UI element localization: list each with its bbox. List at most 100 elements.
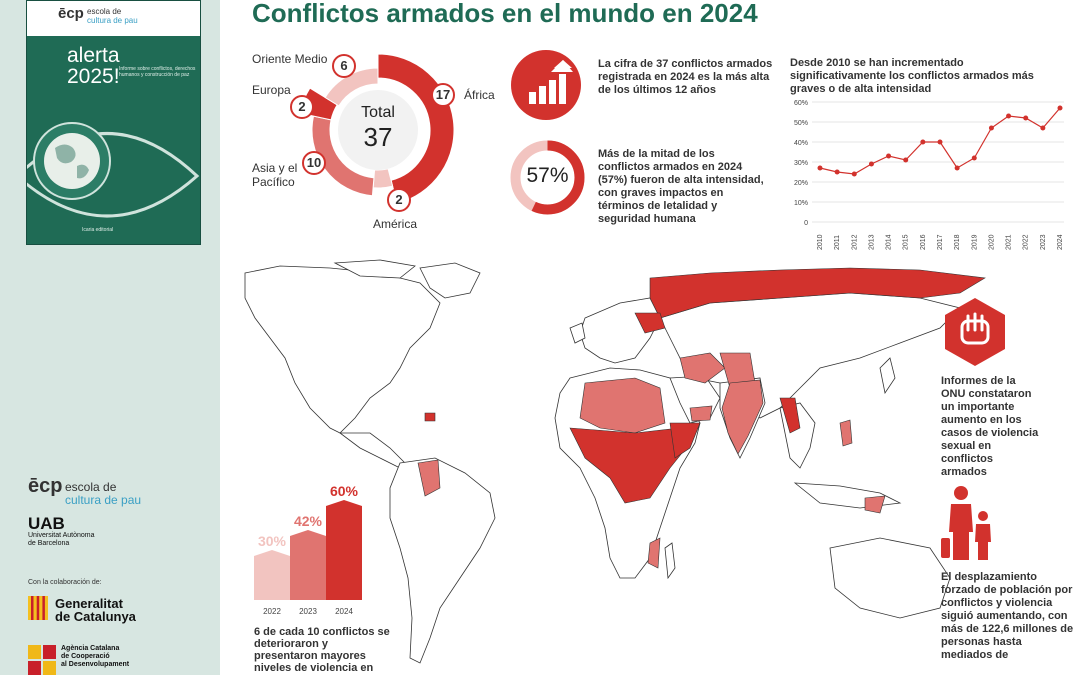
x-tick-label: 2016 — [920, 234, 927, 250]
report-cover[interactable]: ēcp escola de cultura de pau alerta 2025… — [26, 0, 201, 245]
cover-title: alerta 2025! — [27, 45, 200, 87]
country-ukraine — [634, 312, 666, 334]
value-oriente-medio: 6 — [332, 54, 356, 78]
country-sahel — [579, 377, 666, 434]
eye-icon — [27, 122, 200, 218]
x-tick-label: 2013 — [868, 234, 875, 250]
country-myanmar — [779, 397, 801, 434]
country-russia — [649, 267, 986, 319]
y-tick-label: 50% — [794, 120, 808, 127]
cover-title-line2: 2025! — [67, 65, 120, 88]
un-report-text: Informes de la ONU constataron un import… — [941, 375, 1039, 478]
x-tick-label: 2011 — [834, 235, 841, 250]
conflict-countries — [417, 267, 986, 569]
country-middle-east — [679, 352, 726, 384]
value-asia: 10 — [302, 151, 326, 175]
cover-logo-line2: cultura de pau — [87, 16, 138, 25]
uab-logo: UAB — [28, 514, 65, 533]
page-title: Conflictos armados en el mundo en 2024 — [252, 0, 758, 28]
deterioration-text: 6 de cada 10 conflictos se deterioraron … — [254, 626, 390, 675]
x-tick-label: 2022 — [1023, 234, 1030, 250]
line-point — [971, 155, 977, 161]
x-tick-label: 2010 — [817, 234, 824, 250]
value-europa: 2 — [290, 95, 314, 119]
x-tick-label: 2021 — [1006, 234, 1013, 250]
label-europa: Europa — [252, 83, 291, 97]
country-central-africa — [569, 427, 691, 504]
uab-text: Universitat Autònoma de Barcelona — [28, 532, 95, 548]
y-tick-label: 60% — [794, 100, 808, 107]
line-point — [1040, 125, 1046, 131]
line-point — [886, 153, 892, 159]
x-tick-label: 2015 — [903, 234, 910, 250]
label-asia-pacifico: Asia y el Pacífico — [252, 161, 297, 189]
rising-bars-icon — [511, 50, 581, 120]
line-point — [834, 169, 840, 175]
bar-2024 — [326, 500, 362, 600]
collaboration-label: Con la colaboración de: — [28, 579, 102, 586]
value-africa: 17 — [431, 83, 455, 107]
line-point — [1023, 115, 1029, 121]
line-point — [920, 139, 926, 145]
conflicts-record-text: La cifra de 37 conflictos armados regist… — [598, 58, 773, 96]
y-tick-label: 10% — [794, 200, 808, 207]
world-conflict-map — [244, 259, 986, 664]
generalitat-text: Generalitat de Catalunya — [55, 597, 136, 623]
label-oriente-medio: Oriente Medio — [252, 52, 328, 66]
accd-text: Agència Catalana de Cooperació al Desenv… — [61, 645, 129, 669]
country-philippines — [839, 419, 853, 447]
ecp-line1: escola de — [65, 480, 117, 494]
x-tick-label: 2014 — [886, 234, 893, 250]
donut-slice-oriente-medio — [324, 67, 379, 107]
cover-logo-text: escola de cultura de pau — [87, 7, 138, 25]
country-horn-africa — [669, 422, 701, 459]
x-tick-label: 2020 — [988, 234, 995, 250]
line-chart-title: Desde 2010 se han incrementado significa… — [790, 57, 1034, 95]
line-point — [903, 157, 909, 163]
bar-value-label: 42% — [294, 513, 323, 529]
x-tick-label: 2017 — [937, 234, 944, 250]
country-yemen — [689, 405, 713, 422]
label-america: América — [373, 217, 418, 231]
line-point — [1006, 113, 1012, 119]
donut-slice-am-rica — [372, 168, 394, 189]
line-point — [868, 161, 874, 167]
line-point — [817, 165, 823, 171]
y-tick-label: 40% — [794, 140, 808, 147]
deterioration-bar-chart: 30% 2022 42% 2023 60% 2024 — [254, 483, 362, 616]
bar-category-label: 2023 — [299, 607, 317, 616]
ecp-line2: cultura de pau — [65, 493, 142, 507]
label-asia-line1: Asia y el — [252, 161, 298, 175]
country-colombia — [417, 459, 441, 497]
ecp-logo-text: escola de cultura de pau — [65, 481, 141, 507]
generalitat-line1: Generalitat — [55, 596, 123, 611]
cover-title-line1: alerta — [67, 44, 120, 67]
cover-header — [27, 1, 200, 36]
cover-publisher: Icaria editorial — [82, 227, 114, 233]
ecp-logo: ēcp — [28, 475, 63, 497]
sidebar: ēcp escola de cultura de pau alerta 2025… — [0, 0, 220, 675]
y-tick-label: 0 — [804, 220, 808, 227]
country-india — [721, 379, 764, 455]
line-point — [988, 125, 994, 131]
cover-logo-line1: escola de — [87, 7, 122, 16]
bar-value-label: 60% — [330, 483, 359, 499]
label-asia-line2: Pacífico — [252, 175, 295, 189]
generalitat-flag-icon — [28, 596, 48, 620]
line-point — [954, 165, 960, 171]
bar-category-label: 2024 — [335, 607, 353, 616]
x-tick-label: 2023 — [1040, 234, 1047, 250]
country-papua — [864, 495, 886, 514]
generalitat-line2: de Catalunya — [55, 609, 136, 624]
cover-logo: ēcp — [58, 5, 84, 22]
line-point — [851, 171, 857, 177]
displacement-text: El desplazamiento forzado de población p… — [941, 571, 1074, 661]
x-tick-label: 2012 — [851, 234, 858, 250]
x-tick-label: 2019 — [971, 234, 978, 250]
donut-total-label: Total — [361, 104, 395, 121]
x-tick-label: 2018 — [954, 234, 961, 250]
bar-2023 — [290, 530, 326, 600]
bar-2022 — [254, 550, 290, 600]
accd-line3: al Desenvolupament — [61, 661, 130, 668]
high-intensity-gauge — [510, 140, 585, 215]
